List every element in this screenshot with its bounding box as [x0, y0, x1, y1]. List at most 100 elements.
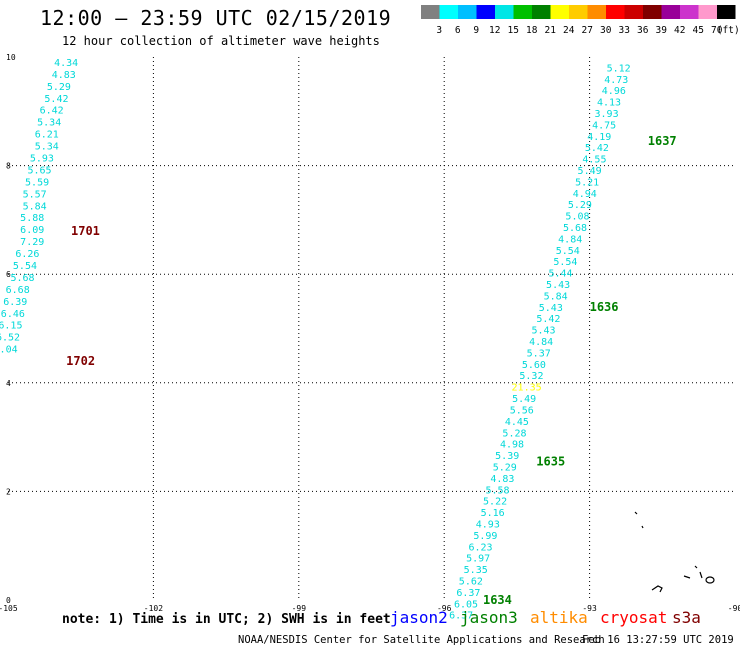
y-tick-label: 10 — [6, 53, 16, 62]
wave-height-label: 5.21 — [575, 177, 599, 188]
wave-height-label: 4.96 — [602, 86, 626, 97]
satellite-name: altika — [530, 608, 588, 627]
footnote: note: 1) Time is in UTC; 2) SWH is in fe… — [62, 612, 391, 627]
wave-height-label: 6.68 — [6, 285, 30, 296]
chart-title: 12:00 — 23:59 UTC 02/15/2019 — [40, 6, 392, 30]
wave-height-label: 4.34 — [54, 58, 78, 69]
color-legend-label: 70 — [711, 25, 723, 36]
pass-number-label: 1634 — [483, 593, 512, 607]
wave-height-label: 5.43 — [532, 326, 556, 337]
pass-number-label: 1636 — [590, 300, 619, 314]
wave-height-label: 4.83 — [52, 70, 76, 81]
wave-height-label: 5.54 — [556, 246, 580, 257]
color-legend-label: (ft) — [717, 25, 740, 36]
wave-height-label: 6.39 — [3, 297, 27, 308]
wave-height-label: 5.54 — [13, 261, 37, 272]
y-tick-label: 4 — [6, 379, 11, 388]
wave-height-label: 5.28 — [502, 428, 526, 439]
y-tick-label: 6 — [6, 270, 11, 279]
wave-height-label: 5.58 — [485, 485, 509, 496]
wave-height-label: 5.88 — [20, 213, 44, 224]
wave-height-label: 5.43 — [539, 303, 563, 314]
color-swatch — [587, 5, 606, 19]
x-tick-label: -102 — [144, 604, 163, 613]
color-swatch — [606, 5, 625, 19]
color-legend-label: 39 — [656, 25, 668, 36]
wave-height-label: 5.35 — [464, 565, 488, 576]
wave-height-label: 4.84 — [529, 337, 553, 348]
wave-height-label: 5.68 — [563, 223, 587, 234]
color-legend-label: 3 — [436, 25, 442, 36]
wave-height-label: 5.22 — [483, 497, 507, 508]
wave-height-label: 21.35 — [512, 383, 542, 394]
wave-height-label: 5.34 — [35, 142, 59, 153]
color-swatch — [661, 5, 680, 19]
wave-height-label: 5.32 — [519, 371, 543, 382]
wave-height-label: 5.56 — [510, 405, 534, 416]
x-tick-label: -99 — [292, 604, 307, 613]
color-swatch — [569, 5, 588, 19]
wave-height-label: 6.37 — [456, 588, 480, 599]
wave-height-label: 3.93 — [595, 109, 619, 120]
x-tick-label: -105 — [0, 604, 18, 613]
coastline — [634, 511, 715, 593]
color-swatch — [698, 5, 717, 19]
wave-height-label: 6.05 — [454, 599, 478, 610]
y-tick-label: 2 — [6, 487, 11, 496]
color-legend-label: 45 — [693, 25, 704, 36]
x-tick-label: -96 — [437, 604, 452, 613]
wave-height-label: 6.09 — [20, 225, 44, 236]
color-swatch — [458, 5, 477, 19]
satellite-name: s3a — [672, 608, 701, 627]
credit-line: NOAA/NESDIS Center for Satellite Applica… — [238, 634, 605, 646]
wave-height-label: 5.37 — [527, 348, 551, 359]
color-legend-label: 15 — [508, 25, 519, 36]
color-swatch — [513, 5, 532, 19]
wave-height-label: 5.84 — [23, 201, 47, 212]
wave-height-label: 5.42 — [585, 143, 609, 154]
color-legend-label: 36 — [637, 25, 649, 36]
wave-height-label: 5.08 — [565, 212, 589, 223]
wave-height-label: 5.43 — [546, 280, 570, 291]
color-legend-label: 9 — [473, 25, 479, 36]
pass-number-label: 1637 — [648, 134, 677, 148]
wave-height-label: 5.65 — [27, 165, 51, 176]
wave-height-label: 5.99 — [473, 531, 497, 542]
wave-height-label: 5.29 — [47, 82, 71, 93]
color-legend-label: 6 — [455, 25, 461, 36]
y-tick-label: 8 — [6, 162, 11, 171]
color-swatch — [550, 5, 569, 19]
wave-height-label: 4.83 — [490, 474, 514, 485]
wave-height-label: 6.26 — [15, 249, 39, 260]
wave-height-label: 7.04 — [0, 345, 18, 356]
wave-height-label: 6.15 — [0, 321, 22, 332]
wave-height-label: 5.49 — [578, 166, 602, 177]
color-legend-label: 27 — [582, 25, 593, 36]
chart-subtitle: 12 hour collection of altimeter wave hei… — [62, 34, 380, 48]
color-swatch — [495, 5, 514, 19]
wave-height-label: 5.12 — [607, 63, 631, 74]
color-swatch — [643, 5, 662, 19]
wave-height-label: 6.42 — [40, 106, 64, 117]
wave-height-label: 6.23 — [469, 542, 493, 553]
wave-height-label: 5.84 — [544, 291, 568, 302]
color-swatch — [680, 5, 699, 19]
x-tick-label: -93 — [582, 604, 597, 613]
y-tick-label: 0 — [6, 596, 11, 605]
wave-height-label: 4.55 — [582, 155, 606, 166]
pass-number-label: 1702 — [66, 354, 95, 368]
pass-number-label: 1635 — [536, 455, 565, 469]
wave-height-label: 5.42 — [536, 314, 560, 325]
wave-height-label: 5.39 — [495, 451, 519, 462]
wave-height-label: 4.93 — [476, 519, 500, 530]
wave-height-label: 5.29 — [493, 462, 517, 473]
wave-height-label: 6.37 — [449, 611, 473, 620]
wave-height-label: 5.16 — [481, 508, 505, 519]
wave-height-label: 6.21 — [35, 130, 59, 141]
color-legend-label: 42 — [674, 25, 685, 36]
satellite-name: jason3 — [460, 608, 518, 627]
wave-height-label: 5.60 — [522, 360, 546, 371]
generated-timestamp: Feb 16 13:27:59 UTC 2019 — [582, 634, 734, 646]
color-legend-label: 18 — [526, 25, 538, 36]
